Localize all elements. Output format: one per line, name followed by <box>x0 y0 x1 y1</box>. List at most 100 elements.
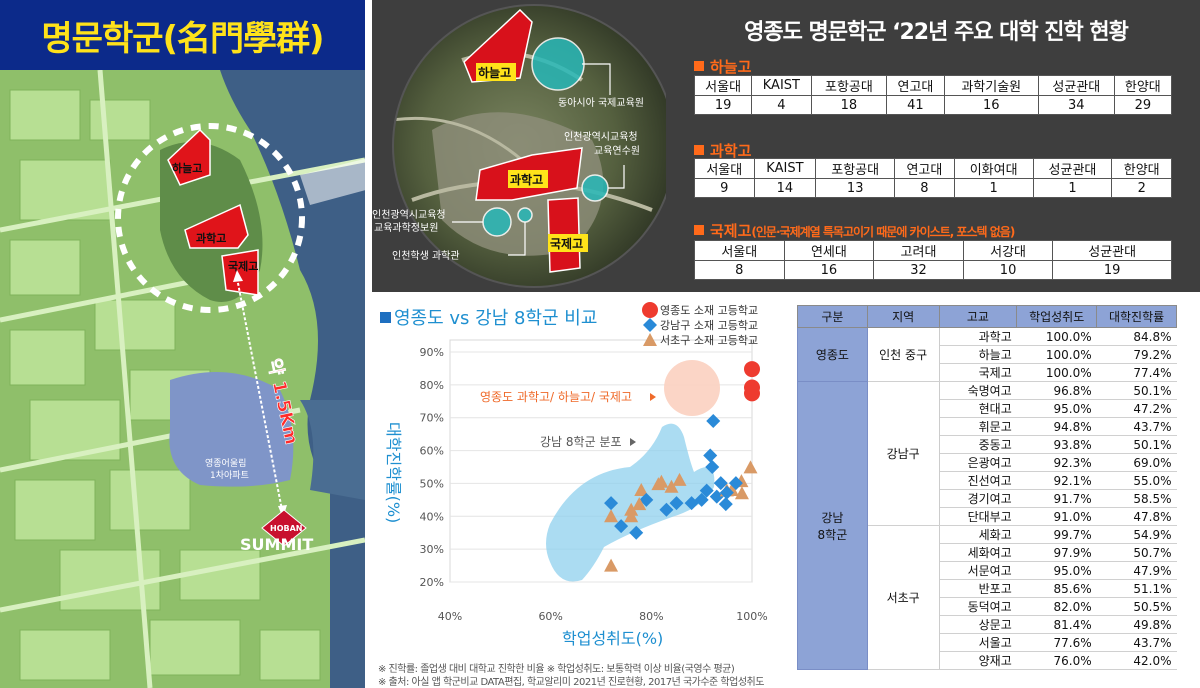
perf-cell: 현대고 <box>939 399 1017 418</box>
aerial-panel: 하늘고 과학고 국제고 동아시아 국제교육원 인천광역시교육청 교육연수원 인천… <box>372 0 666 292</box>
perf-cell: 99.7% <box>1016 525 1097 544</box>
perf-cell: 92.3% <box>1016 453 1097 472</box>
perf-body: 영종도 인천 중구 과학고 100.0% 84.8% 하늘고 100.0% 79.2% 국제고 1… <box>797 327 1177 670</box>
chart-title: 영종도 vs 강남 8학군 비교 <box>394 308 597 329</box>
marker-jeongbowon <box>482 207 512 237</box>
apartment-area <box>169 372 294 487</box>
cell: 16 <box>943 95 1039 115</box>
footnote-1: ※ 진학률: 졸업생 대비 대학교 진학한 비율 ※ 학업성취도: 보통학력 이… <box>378 664 735 675</box>
legend-marker <box>643 318 657 332</box>
cell: 서울대 <box>694 240 785 261</box>
y-tick-label: 60% <box>420 445 444 458</box>
series-point <box>728 476 743 491</box>
perf-cell: 47.2% <box>1096 399 1177 418</box>
distance-line <box>236 277 283 511</box>
cell: 성균관대 <box>1032 158 1113 179</box>
gangnam-point-extra <box>659 502 674 517</box>
gangnam-point-extra <box>629 525 644 540</box>
cell: 서울대 <box>694 158 755 179</box>
perf-cell: 세화여고 <box>939 543 1017 562</box>
perf-cell: 54.9% <box>1096 525 1177 544</box>
performance-table: 구분 지역 고교 학업성취도 대학진학률 영종도 인천 중구 과학고 100.0% 84… <box>797 305 1177 670</box>
table-haneul-values: 19 4 18 41 16 34 29 <box>693 95 1173 115</box>
perf-cell: 상문고 <box>939 615 1017 634</box>
perf-cell: 서초구 <box>866 525 940 670</box>
seocho-point-extra <box>734 486 749 500</box>
y-tick-label: 70% <box>420 412 444 425</box>
perf-cell: 50.1% <box>1096 381 1177 400</box>
table-row: 서초구 세화고 99.7% 54.9% <box>798 525 1177 670</box>
series-point <box>713 476 728 491</box>
perf-cell: 47.9% <box>1096 561 1177 580</box>
seocho-point-extra <box>634 483 649 496</box>
table-row: 강남 8학군 강남구 숙명여고 96.8% 50.1% <box>797 381 1177 670</box>
cell: 13 <box>815 178 896 198</box>
table-row: 현대고 95.0% 47.2% <box>798 399 1177 418</box>
perf-cell: 42.0% <box>1096 651 1177 670</box>
facility-markers <box>482 37 609 237</box>
section-gukje-note: (인문·국제계열 특목고이기 때문에 카이스트, 포스텍 없음) <box>751 225 1015 239</box>
bullet-square <box>694 144 704 155</box>
y-tick-label: 80% <box>420 379 444 392</box>
section-haneul: 하늘고 <box>694 56 751 77</box>
cell: 한양대 <box>1111 158 1172 179</box>
x-tick-label: 100% <box>736 610 767 623</box>
marker-lines <box>452 63 625 256</box>
section-gukje: 국제고(인문·국제계열 특목고이기 때문에 카이스트, 포스텍 없음) <box>694 220 1015 241</box>
series-point <box>651 477 666 491</box>
table-row: 단대부고 91.0% 47.8% <box>798 507 1177 526</box>
y-tick-label: 90% <box>420 346 444 359</box>
district-map: 하늘고 과학고 국제고 약 1.5Km 영종어울림 1차아파트 HOBAN SU… <box>0 70 365 688</box>
table-row: 반포고 85.6% 51.1% <box>798 579 1177 598</box>
perf-cell: 50.5% <box>1096 597 1177 616</box>
perf-cell: 95.0% <box>1016 399 1097 418</box>
perf-cell: 85.6% <box>1016 579 1097 598</box>
table-gwahak: 서울대 KAIST 포항공대 연고대 이화여대 성균관대 한양대 9 14 13… <box>694 158 1172 198</box>
annotation-gangnam: 강남 8학군 분포 <box>540 435 622 449</box>
series-point <box>624 502 639 516</box>
perf-cell: 강남구 <box>866 381 940 526</box>
cell: 1 <box>953 178 1034 198</box>
cell: 연고대 <box>886 75 945 96</box>
scatter-chart: 영종도 vs 강남 8학군 비교 20% 30% 40% 50% 60% 70% 80% 90… <box>380 302 768 648</box>
series-point <box>744 361 760 378</box>
table-row: 경기여고 91.7% 58.5% <box>798 489 1177 508</box>
series-point <box>705 460 720 474</box>
series-point <box>672 472 687 486</box>
gangnam-point-extra <box>694 492 709 507</box>
perf-cell: 영종도 <box>797 327 868 382</box>
table-row: 하늘고 100.0% 79.2% <box>798 345 1177 364</box>
marker-yeonsuwon <box>581 174 609 202</box>
map-label-haneul: 하늘고 <box>172 161 202 175</box>
point-layer <box>604 361 760 572</box>
table-row: 중동고 93.8% 50.1% <box>798 435 1177 454</box>
cell: 19 <box>693 95 753 115</box>
perf-header: 지역 <box>866 305 940 328</box>
perf-cell: 인천 중구 <box>866 327 940 382</box>
cell: 포항공대 <box>810 75 888 96</box>
bullet-square <box>694 224 704 235</box>
table-row: 상문고 81.4% 49.8% <box>798 615 1177 634</box>
perf-cell: 96.8% <box>1016 381 1097 400</box>
section-gukje-label: 국제고 <box>710 222 752 240</box>
series-point <box>632 497 647 511</box>
perf-cell: 81.4% <box>1016 615 1097 634</box>
seocho-point-extra <box>604 558 619 572</box>
perf-cell: 43.7% <box>1096 417 1177 436</box>
perf-cell: 경기여고 <box>939 489 1017 508</box>
perf-cell: 숙명여고 <box>939 381 1017 400</box>
cell: 16 <box>783 260 875 280</box>
x-axis-label: 학업성취도(%) <box>562 629 663 648</box>
yeongjong-blob <box>664 360 720 416</box>
school-zone-circle <box>115 123 305 313</box>
perf-cell: 95.0% <box>1016 561 1097 580</box>
cell: 2 <box>1111 178 1172 198</box>
y-tick-label: 30% <box>420 543 444 556</box>
chart-panel: 영종도 vs 강남 8학군 비교 20% 30% 40% 50% 60% 70% 80% 90… <box>372 292 790 688</box>
perf-header: 대학진학률 <box>1096 305 1177 328</box>
aerial-haneul-tag <box>476 63 516 81</box>
perf-cell: 47.8% <box>1096 507 1177 526</box>
cell: 연세대 <box>783 240 875 261</box>
aerial-haneul-label: 하늘고 <box>478 65 511 80</box>
